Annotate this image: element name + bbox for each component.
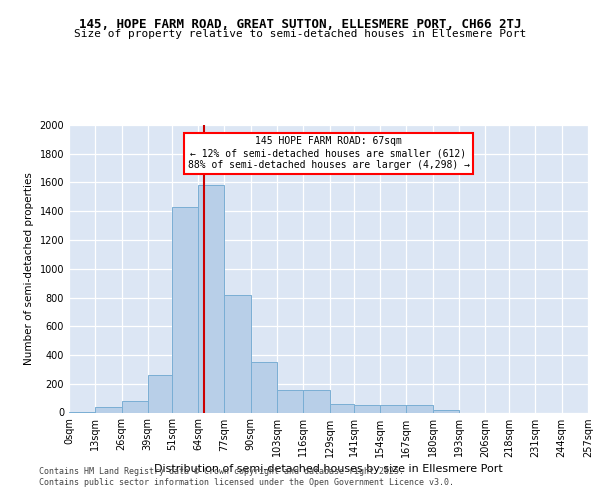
X-axis label: Distribution of semi-detached houses by size in Ellesmere Port: Distribution of semi-detached houses by … bbox=[154, 464, 503, 474]
Bar bbox=[277, 390, 303, 412]
Text: 145, HOPE FARM ROAD, GREAT SUTTON, ELLESMERE PORT, CH66 2TJ: 145, HOPE FARM ROAD, GREAT SUTTON, ELLES… bbox=[79, 18, 521, 30]
Bar bbox=[380, 406, 406, 412]
Bar bbox=[172, 207, 198, 412]
Bar bbox=[95, 407, 122, 412]
Bar bbox=[406, 404, 433, 412]
Text: Size of property relative to semi-detached houses in Ellesmere Port: Size of property relative to semi-detach… bbox=[74, 29, 526, 39]
Bar bbox=[148, 375, 172, 412]
Bar bbox=[354, 404, 380, 412]
Bar bbox=[122, 401, 148, 412]
Bar bbox=[303, 390, 329, 412]
Bar bbox=[329, 404, 354, 412]
Text: Contains public sector information licensed under the Open Government Licence v3: Contains public sector information licen… bbox=[39, 478, 454, 487]
Bar bbox=[433, 410, 459, 412]
Bar bbox=[251, 362, 277, 412]
Text: 145 HOPE FARM ROAD: 67sqm
← 12% of semi-detached houses are smaller (612)
88% of: 145 HOPE FARM ROAD: 67sqm ← 12% of semi-… bbox=[187, 136, 470, 170]
Bar bbox=[198, 186, 224, 412]
Bar bbox=[224, 294, 251, 412]
Y-axis label: Number of semi-detached properties: Number of semi-detached properties bbox=[24, 172, 34, 365]
Text: Contains HM Land Registry data © Crown copyright and database right 2025.: Contains HM Land Registry data © Crown c… bbox=[39, 467, 404, 476]
